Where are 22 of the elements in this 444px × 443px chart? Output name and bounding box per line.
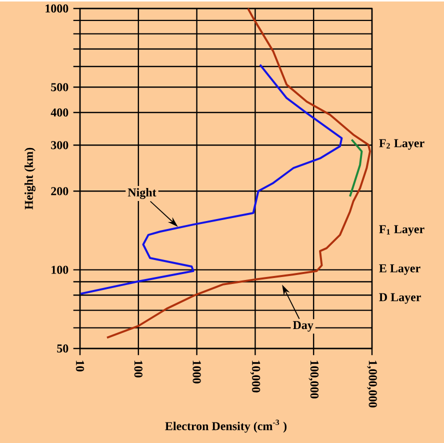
text: D Layer	[379, 293, 421, 304]
x-axis-title: Electron Density (cm$^{-3}$ )	[165, 419, 287, 432]
y-tick-label: 300	[51, 140, 68, 149]
x-tick-label: 1,000,000	[367, 360, 377, 408]
text: E Layer	[379, 264, 420, 275]
x-tick-label: 10	[76, 360, 84, 372]
annotation: Day	[292, 320, 314, 332]
x-tick-label: 100,000	[308, 360, 319, 398]
text: F$_{1}$ Layer	[379, 225, 424, 236]
x-tick-label: 10,000	[250, 360, 260, 392]
y-tick-label: 200	[51, 186, 68, 195]
text: F$_{2}$ Layer	[379, 139, 424, 150]
y-tick-label: 100	[52, 266, 68, 274]
x-tick-label: 100	[134, 360, 142, 378]
y-tick-label: 400	[50, 108, 68, 116]
annotation: Night	[128, 188, 156, 199]
y-tick-label: 50	[57, 344, 68, 352]
line-series	[348, 138, 363, 198]
y-tick-label: 500	[51, 82, 68, 91]
x-tick-label: 1000	[192, 360, 201, 384]
y-tick-label: 1000	[46, 4, 68, 12]
y-axis-title: Height (km)	[24, 148, 36, 210]
